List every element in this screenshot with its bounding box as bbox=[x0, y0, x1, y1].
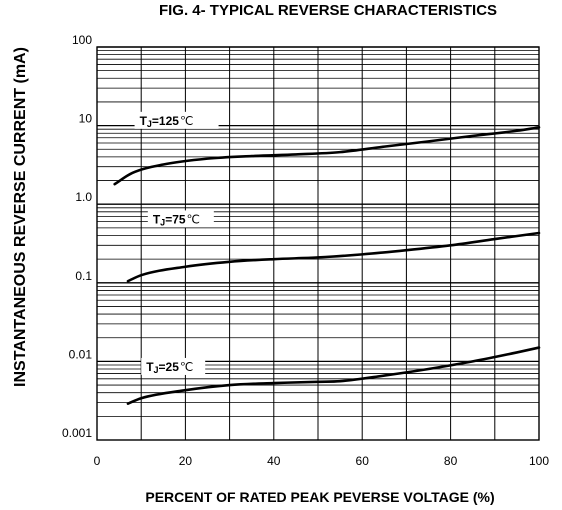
curve-tj-75c bbox=[126, 231, 541, 283]
y-axis-label: INSTANTANEOUS REVERSE CURRENT (mA) bbox=[12, 47, 29, 387]
curves bbox=[113, 126, 541, 405]
x-axis-label: PERCENT OF RATED PEAK PEVERSE VOLTAGE (%… bbox=[145, 489, 494, 505]
curve-label-25c: TJ=25℃ bbox=[146, 360, 193, 375]
x-tick-label: 60 bbox=[356, 454, 370, 468]
curve-label-background bbox=[134, 111, 219, 129]
y-tick-label: 0.1 bbox=[75, 269, 92, 283]
x-tick-label: 40 bbox=[267, 454, 281, 468]
y-tick-label: 0.001 bbox=[62, 426, 92, 440]
curve-label-75c: TJ=75℃ bbox=[153, 212, 200, 227]
curve-tj-25c bbox=[126, 346, 541, 405]
x-tick-label: 80 bbox=[444, 454, 458, 468]
x-tick-label: 0 bbox=[94, 454, 101, 468]
y-tick-label: 1.0 bbox=[75, 190, 92, 204]
y-tick-label: 0.01 bbox=[69, 347, 93, 361]
curve-label-125c: TJ=125℃ bbox=[140, 114, 194, 129]
y-tick-label: 100 bbox=[72, 33, 92, 47]
curve-tj-125c bbox=[113, 126, 541, 186]
x-tick-label: 100 bbox=[529, 454, 549, 468]
curve-label-background bbox=[141, 357, 206, 375]
x-tick-label: 20 bbox=[179, 454, 193, 468]
y-tick-label: 10 bbox=[79, 112, 93, 126]
curve-labels: TJ=125℃ TJ=75℃ TJ=25℃ bbox=[134, 111, 219, 375]
curve-label-background bbox=[147, 210, 214, 228]
chart-title: FIG. 4- TYPICAL REVERSE CHARACTERISTICS bbox=[159, 2, 497, 19]
ticks: 0 20 40 60 80 100 100 10 1.0 0.1 0.01 0.001 bbox=[62, 33, 549, 468]
